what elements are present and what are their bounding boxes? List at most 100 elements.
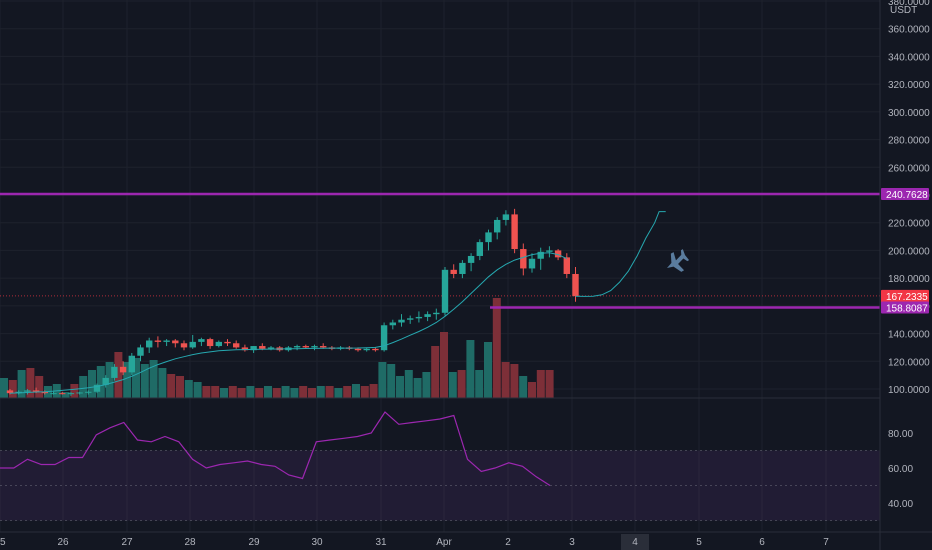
candle bbox=[76, 391, 83, 395]
candle-body bbox=[6, 390, 14, 394]
volume-bar bbox=[492, 298, 501, 398]
candle-body bbox=[415, 316, 423, 319]
airplane-annotation bbox=[667, 249, 690, 272]
candle bbox=[198, 337, 205, 347]
volume-bar bbox=[281, 386, 290, 398]
candle bbox=[180, 340, 188, 351]
candle-body bbox=[93, 384, 101, 392]
volume-bar bbox=[8, 380, 17, 398]
volume-bar bbox=[422, 372, 431, 398]
candle-body bbox=[206, 339, 214, 347]
candle-body bbox=[476, 242, 483, 256]
support-tag[interactable]: 158.8087 bbox=[881, 301, 929, 315]
candle-body bbox=[563, 257, 570, 274]
rsi-line bbox=[0, 411, 551, 487]
candle bbox=[546, 246, 553, 258]
volume-bar bbox=[158, 368, 167, 398]
candle-body bbox=[293, 346, 301, 348]
candles bbox=[6, 208, 579, 396]
time-axis[interactable]: 25 26 27 28 29 30 31 Apr 2 3 4 5 6 7 bbox=[0, 534, 829, 550]
candle-body bbox=[146, 340, 153, 348]
price-tick-label: 220.0000 bbox=[888, 219, 930, 230]
candle bbox=[528, 253, 536, 273]
candle-body bbox=[311, 346, 318, 348]
candle-body bbox=[111, 366, 118, 378]
time-tick-label: 5 bbox=[696, 537, 702, 548]
candle bbox=[146, 337, 153, 353]
candle-body bbox=[215, 341, 222, 347]
candle bbox=[520, 243, 527, 276]
volume-bar bbox=[484, 342, 492, 398]
rsi-axis[interactable]: 80.00 60.00 40.00 bbox=[0, 429, 913, 521]
volume-bar bbox=[290, 388, 299, 398]
price-tick-label: 200.0000 bbox=[888, 246, 930, 257]
candle-body bbox=[520, 249, 527, 269]
resistance-tag[interactable]: 240.7628 bbox=[881, 187, 929, 201]
candle bbox=[485, 229, 492, 251]
candle-body bbox=[189, 341, 196, 348]
candle bbox=[467, 253, 475, 272]
candle bbox=[137, 344, 144, 362]
candle-body bbox=[363, 348, 370, 351]
volume-bar bbox=[501, 362, 510, 398]
time-tick-label: 29 bbox=[248, 537, 260, 548]
candle bbox=[389, 319, 396, 330]
volume-bar bbox=[184, 380, 193, 398]
volume-bar bbox=[264, 386, 272, 398]
candle-body bbox=[50, 393, 57, 395]
candle bbox=[67, 391, 75, 396]
candle-body bbox=[154, 340, 162, 342]
time-tick-label: 2 bbox=[505, 537, 511, 548]
volume-bar bbox=[528, 382, 536, 398]
tag-value: 158.8087 bbox=[886, 304, 928, 315]
candle-body bbox=[459, 262, 466, 274]
airplane-icon bbox=[667, 249, 690, 272]
candle bbox=[241, 344, 249, 352]
price-tick-label: 360.0000 bbox=[888, 25, 930, 36]
volume-bar bbox=[360, 386, 369, 398]
volume-bar bbox=[149, 360, 158, 398]
volume-bar bbox=[79, 376, 88, 398]
candle bbox=[111, 364, 118, 381]
candle bbox=[128, 352, 135, 376]
volume-bar bbox=[413, 378, 422, 398]
volume-bar bbox=[343, 386, 352, 398]
volume-bar bbox=[325, 386, 334, 398]
volume-bar bbox=[246, 386, 255, 398]
candle-body bbox=[119, 366, 127, 373]
candle bbox=[233, 340, 240, 349]
price-tick-label: 120.0000 bbox=[888, 357, 930, 368]
candle-body bbox=[528, 258, 536, 269]
volume-bars bbox=[0, 298, 554, 398]
candle-body bbox=[320, 346, 327, 348]
volume-bar bbox=[17, 370, 26, 398]
candle-body bbox=[241, 347, 249, 351]
candle-body bbox=[76, 392, 83, 394]
candle-body bbox=[450, 269, 457, 274]
volume-bar bbox=[519, 376, 528, 398]
candle bbox=[450, 264, 457, 279]
volume-bar bbox=[167, 374, 176, 398]
candle-body bbox=[250, 346, 257, 351]
price-tick-label: 100.0000 bbox=[888, 385, 930, 396]
candle-body bbox=[380, 325, 388, 351]
candle-body bbox=[372, 348, 379, 351]
price-tick-label: 300.0000 bbox=[888, 108, 930, 119]
candle bbox=[224, 339, 231, 347]
volume-bar bbox=[123, 362, 132, 398]
candle bbox=[102, 375, 109, 388]
volume-bar bbox=[466, 340, 475, 398]
projection-line bbox=[575, 211, 666, 297]
time-highlight bbox=[621, 534, 649, 550]
candle bbox=[206, 337, 214, 349]
candle bbox=[372, 347, 379, 352]
volume-bar bbox=[61, 392, 70, 398]
volume-bar bbox=[70, 384, 79, 398]
rsi-tick-label: 80.00 bbox=[888, 429, 913, 440]
price-tick-label: 140.0000 bbox=[888, 330, 930, 341]
candle-body bbox=[67, 393, 75, 395]
volume-bar bbox=[0, 378, 8, 398]
